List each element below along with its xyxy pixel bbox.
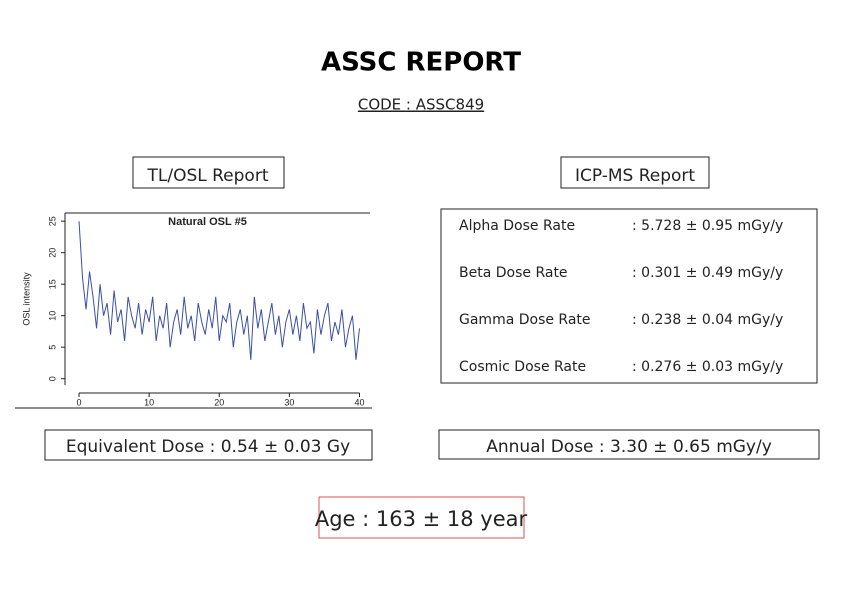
tl-heading-box	[132, 156, 285, 189]
row-value: : 0.238 ± 0.04 mGy/y	[632, 312, 783, 328]
x-tick-label: 40	[354, 397, 364, 407]
x-tick-label: 30	[284, 397, 294, 407]
row-value: : 0.276 ± 0.03 mGy/y	[632, 359, 783, 375]
icp-heading: ICP-MS Report	[575, 166, 695, 186]
y-tick-label: 20	[47, 248, 57, 258]
y-tick-label: 25	[47, 216, 57, 226]
x-tick-label: 0	[77, 397, 82, 407]
row-label: Alpha Dose Rate	[459, 218, 575, 234]
x-tick-label: 10	[144, 397, 154, 407]
age-box	[318, 496, 525, 539]
ed-box	[44, 429, 373, 461]
ad-box	[438, 429, 820, 460]
row-label: Beta Dose Rate	[459, 265, 568, 281]
chart-title: Natural OSL #5	[168, 216, 247, 228]
row-label: Cosmic Dose Rate	[459, 359, 586, 375]
report-code: CODE : ASSC849	[358, 96, 484, 114]
icp-heading-box	[560, 156, 710, 189]
row-value: : 5.728 ± 0.95 mGy/y	[632, 218, 783, 234]
y-tick-label: 15	[47, 279, 57, 289]
annual-dose: Annual Dose : 3.30 ± 0.65 mGy/y	[486, 437, 772, 457]
row-label: Gamma Dose Rate	[459, 312, 591, 328]
y-tick-label: 5	[47, 345, 57, 350]
tl-heading: TL/OSL Report	[147, 166, 269, 186]
x-tick-label: 20	[214, 397, 224, 407]
icp-table-box	[440, 208, 818, 384]
y-tick-label: 0	[47, 376, 57, 381]
equivalent-dose: Equivalent Dose : 0.54 ± 0.03 Gy	[66, 437, 350, 457]
osl-line	[78, 221, 360, 360]
y-axis-label: OSL intensity	[21, 272, 31, 326]
y-tick-label: 10	[47, 311, 57, 321]
age: Age : 163 ± 18 year	[315, 507, 528, 531]
row-value: : 0.301 ± 0.49 mGy/y	[632, 265, 783, 281]
report-title: ASSC REPORT	[321, 48, 521, 78]
